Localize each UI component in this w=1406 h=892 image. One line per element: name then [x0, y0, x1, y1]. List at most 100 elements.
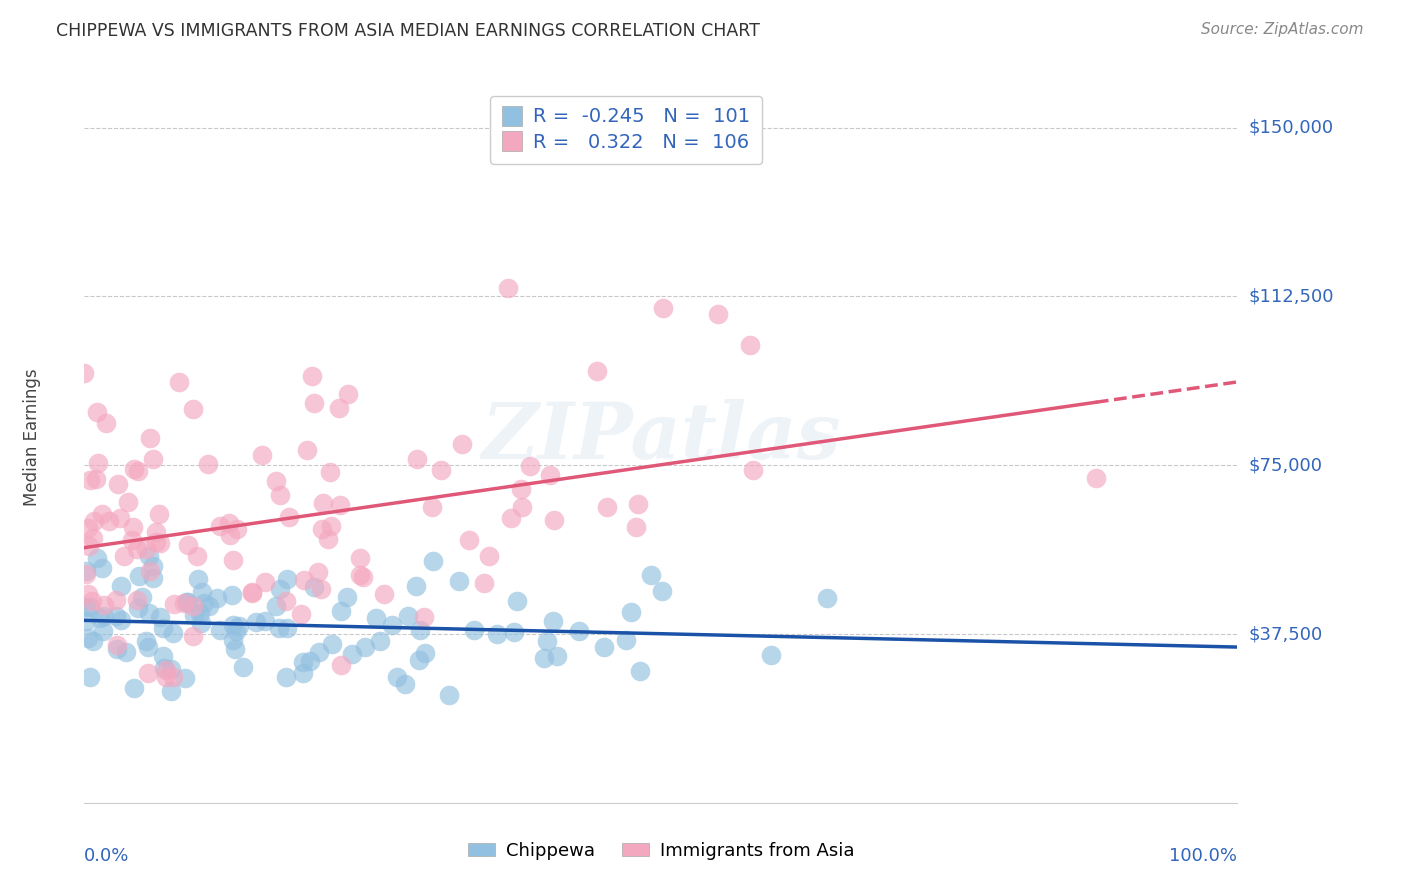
- Point: [110, 579, 132, 593]
- Point: [312, 496, 335, 510]
- Point: [82, 634, 104, 648]
- Point: [413, 646, 436, 660]
- Text: 100.0%: 100.0%: [1170, 847, 1237, 864]
- Point: [450, 437, 472, 451]
- Point: [162, 670, 184, 684]
- Point: [627, 497, 650, 511]
- Point: [546, 649, 568, 664]
- Point: [181, 599, 204, 613]
- Point: [274, 670, 297, 684]
- Point: [138, 431, 160, 445]
- Point: [142, 559, 165, 574]
- Point: [135, 633, 157, 648]
- Point: [385, 670, 408, 684]
- Point: [177, 538, 200, 552]
- Point: [209, 519, 232, 533]
- Point: [593, 640, 616, 654]
- Point: [250, 448, 273, 462]
- Point: [329, 658, 352, 673]
- Point: [536, 633, 558, 648]
- Point: [181, 629, 204, 643]
- Point: [127, 593, 149, 607]
- Point: [145, 525, 167, 540]
- Point: [89, 611, 111, 625]
- Point: [142, 571, 165, 585]
- Point: [499, 511, 522, 525]
- Point: [163, 597, 186, 611]
- Point: [122, 462, 145, 476]
- Point: [159, 684, 181, 698]
- Point: [519, 459, 541, 474]
- Point: [122, 681, 145, 695]
- Point: [153, 661, 176, 675]
- Point: [77, 631, 100, 645]
- Point: [121, 533, 143, 548]
- Point: [478, 549, 501, 563]
- Point: [506, 594, 529, 608]
- Point: [309, 582, 332, 597]
- Point: [108, 510, 131, 524]
- Point: [486, 627, 509, 641]
- Point: [340, 648, 363, 662]
- Point: [652, 301, 675, 315]
- Point: [420, 500, 443, 514]
- Point: [290, 607, 312, 622]
- Point: [221, 618, 243, 632]
- Point: [198, 599, 221, 613]
- Point: [302, 396, 325, 410]
- Point: [218, 516, 240, 531]
- Point: [121, 520, 143, 534]
- Point: [136, 640, 159, 654]
- Point: [409, 623, 432, 637]
- Point: [254, 574, 277, 589]
- Point: [328, 401, 350, 415]
- Point: [75, 600, 97, 615]
- Point: [197, 457, 219, 471]
- Point: [311, 522, 333, 536]
- Text: ZIPatlas: ZIPatlas: [481, 399, 841, 475]
- Point: [614, 633, 637, 648]
- Point: [349, 568, 371, 582]
- Point: [352, 570, 374, 584]
- Point: [533, 650, 555, 665]
- Point: [640, 567, 662, 582]
- Point: [97, 514, 120, 528]
- Point: [394, 677, 416, 691]
- Point: [222, 553, 245, 567]
- Point: [330, 604, 353, 618]
- Text: $37,500: $37,500: [1249, 625, 1323, 643]
- Point: [538, 468, 561, 483]
- Point: [366, 611, 388, 625]
- Text: 0.0%: 0.0%: [84, 847, 129, 864]
- Point: [240, 585, 263, 599]
- Point: [225, 624, 247, 638]
- Point: [276, 621, 298, 635]
- Point: [463, 623, 485, 637]
- Point: [127, 601, 149, 615]
- Point: [75, 565, 97, 579]
- Point: [90, 507, 112, 521]
- Point: [503, 624, 526, 639]
- Point: [76, 587, 98, 601]
- Point: [336, 591, 359, 605]
- Point: [292, 573, 315, 587]
- Point: [368, 634, 391, 648]
- Point: [541, 615, 564, 629]
- Point: [264, 475, 287, 489]
- Point: [155, 664, 177, 678]
- Point: [329, 498, 352, 512]
- Point: [267, 621, 290, 635]
- Point: [148, 507, 170, 521]
- Point: [304, 580, 326, 594]
- Point: [79, 473, 101, 487]
- Point: [405, 579, 427, 593]
- Point: [75, 566, 97, 581]
- Point: [291, 665, 314, 680]
- Point: [586, 364, 609, 378]
- Point: [105, 641, 128, 656]
- Point: [245, 615, 267, 630]
- Point: [269, 582, 291, 597]
- Point: [620, 605, 643, 619]
- Point: [295, 443, 318, 458]
- Point: [86, 551, 108, 566]
